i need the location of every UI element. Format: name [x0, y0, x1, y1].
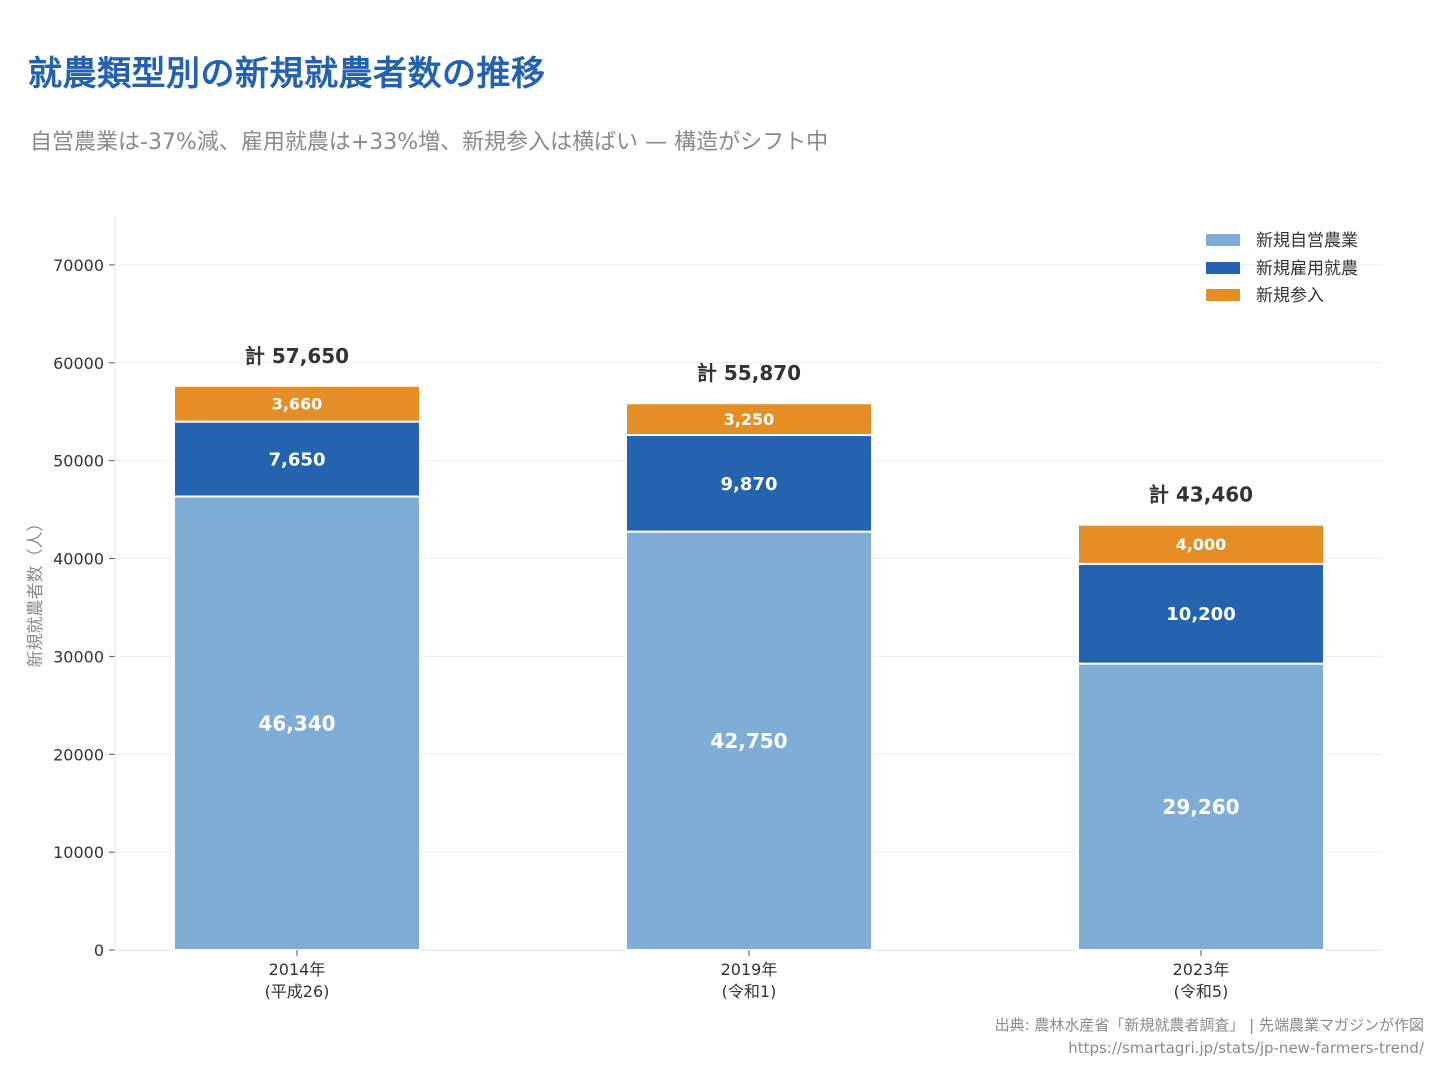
- legend-label: 新規雇用就農: [1256, 259, 1358, 279]
- x-tick-label: 2023年: [1173, 960, 1230, 979]
- x-tick-sublabel: (令和5): [1174, 982, 1229, 1001]
- y-tick-label: 30000: [53, 647, 104, 666]
- bar-segment: [1077, 662, 1325, 952]
- bar-segment: [1077, 523, 1325, 565]
- bar-value-label: 3,660: [272, 394, 323, 413]
- bar-value-label: 10,200: [1166, 604, 1235, 625]
- bar-segment: [625, 402, 873, 437]
- bar-value-label: 3,250: [724, 410, 775, 429]
- bar-segment: [173, 384, 421, 423]
- y-tick-label: 60000: [53, 354, 104, 373]
- y-tick-label: 0: [94, 941, 104, 960]
- bar-total-label: 計 55,870: [697, 361, 801, 385]
- legend-label: 新規参入: [1256, 286, 1324, 306]
- chart-title: 就農類型別の新規就農者数の推移: [28, 54, 546, 94]
- bar-value-label: 46,340: [258, 711, 335, 735]
- chart-subtitle: 自営農業は-37%減、雇用就農は+33%増、新規参入は横ばい — 構造がシフト中: [30, 130, 829, 155]
- y-tick-label: 20000: [53, 745, 104, 764]
- y-tick-label: 40000: [53, 550, 104, 569]
- x-tick-label: 2019年: [721, 960, 778, 979]
- y-axis-label: 新規就農者数（人）: [26, 515, 46, 668]
- bar-segment: [173, 495, 421, 951]
- bar-total-label: 計 43,460: [1149, 483, 1253, 507]
- bar-value-label: 29,260: [1162, 795, 1239, 819]
- y-tick-label: 70000: [53, 256, 104, 275]
- bar-value-label: 7,650: [269, 450, 326, 471]
- legend-swatch: [1206, 234, 1240, 246]
- bar-segment: [625, 434, 873, 533]
- bar-segment: [173, 420, 421, 498]
- bar-value-label: 4,000: [1176, 535, 1227, 554]
- bar-value-label: 9,870: [721, 474, 778, 495]
- x-tick-sublabel: (令和1): [722, 982, 777, 1001]
- legend-swatch: [1206, 289, 1240, 301]
- source-note: 出典: 農林水産省「新規就農者調査」 | 先端農業マガジンが作図: [994, 1016, 1424, 1034]
- x-tick-sublabel: (平成26): [265, 982, 330, 1001]
- bar-value-label: 42,750: [710, 729, 787, 753]
- bar-total-label: 計 57,650: [245, 344, 349, 368]
- source-url: https://smartagri.jp/stats/jp-new-farmer…: [1068, 1039, 1424, 1057]
- bar-segment: [1077, 562, 1325, 665]
- x-tick-label: 2014年: [269, 960, 326, 979]
- legend-label: 新規自営農業: [1256, 231, 1358, 251]
- legend-swatch: [1206, 262, 1240, 274]
- y-tick-label: 50000: [53, 452, 104, 471]
- y-tick-label: 10000: [53, 843, 104, 862]
- bar-segment: [625, 530, 873, 951]
